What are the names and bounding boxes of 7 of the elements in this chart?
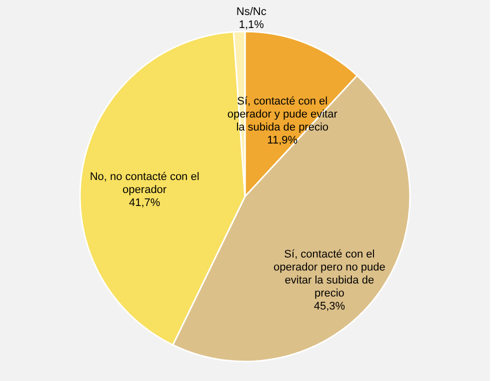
slice-label: Ns/Nc [236, 6, 267, 18]
slice-label: No, no contacté con el operador [90, 171, 200, 196]
data-label: 11,9% [267, 134, 298, 146]
data-label: 41,7% [128, 197, 160, 210]
data-label: 1,1% [238, 18, 264, 31]
data-label: 45,3% [314, 300, 346, 312]
slice-label: Sí, contacté con el operador pero no pude evitar la subida de precio [273, 248, 386, 300]
